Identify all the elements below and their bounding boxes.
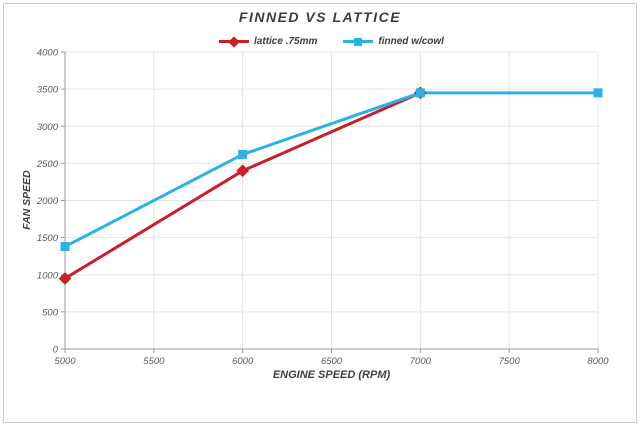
- data-point-marker-square: [238, 149, 248, 159]
- data-point-marker-diamond: [58, 272, 72, 285]
- y-tick-label: 500: [42, 307, 59, 318]
- y-tick-label: 4000: [37, 48, 59, 59]
- y-tick-label: 2500: [36, 159, 59, 170]
- x-tick-label: 7500: [499, 356, 521, 367]
- legend: lattice .75mm finned w/cowl: [65, 35, 598, 48]
- x-tick-label: 6500: [321, 356, 343, 367]
- x-axis-title: ENGINE SPEED (RPM): [272, 369, 391, 381]
- data-point-marker-square: [593, 88, 603, 98]
- y-tick-label: 0: [53, 345, 59, 356]
- x-tick-label: 5000: [54, 356, 76, 367]
- x-tick-label: 5500: [143, 356, 165, 367]
- data-point-marker-square: [60, 242, 70, 252]
- legend-item-lattice: lattice .75mm: [219, 35, 318, 48]
- y-tick-label: 3500: [37, 85, 59, 96]
- legend-label-lattice: lattice .75mm: [254, 36, 318, 47]
- data-point-marker-square: [415, 88, 425, 98]
- y-tick-label: 2000: [36, 196, 59, 207]
- y-tick-label: 1500: [37, 233, 59, 244]
- x-tick-label: 8000: [587, 356, 609, 367]
- data-point-marker-diamond: [236, 164, 250, 178]
- x-tick-label: 7000: [410, 356, 432, 367]
- legend-diamond-marker-icon: [219, 35, 250, 48]
- y-tick-label: 1000: [37, 270, 59, 281]
- legend-square-marker-icon: [343, 37, 374, 47]
- chart-title: FINNED VS LATTICE: [238, 9, 402, 25]
- series-line-1: [63, 91, 600, 249]
- x-tick-label: 6000: [232, 356, 254, 367]
- legend-label-finned: finned w/cowl: [378, 36, 444, 47]
- y-axis-title: FAN SPEED: [21, 170, 33, 230]
- y-tick-label: 3000: [37, 122, 59, 133]
- legend-item-finned: finned w/cowl: [343, 36, 444, 47]
